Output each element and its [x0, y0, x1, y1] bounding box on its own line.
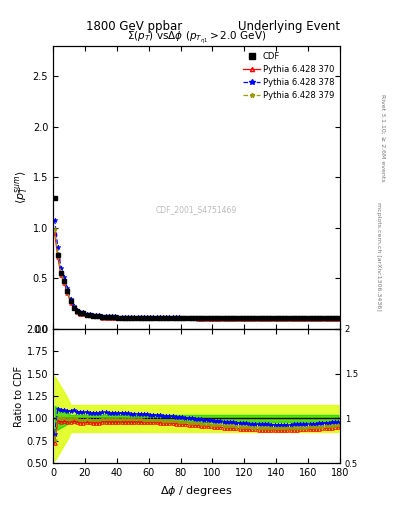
- Text: Rivet 3.1.10; ≥ 2.6M events: Rivet 3.1.10; ≥ 2.6M events: [381, 94, 386, 182]
- Legend: CDF, Pythia 6.428 370, Pythia 6.428 378, Pythia 6.428 379: CDF, Pythia 6.428 370, Pythia 6.428 378,…: [242, 50, 336, 102]
- Text: Underlying Event: Underlying Event: [238, 20, 340, 33]
- Text: 1800 GeV ppbar: 1800 GeV ppbar: [86, 20, 183, 33]
- X-axis label: $\Delta\phi$ / degrees: $\Delta\phi$ / degrees: [160, 484, 233, 498]
- Y-axis label: Ratio to CDF: Ratio to CDF: [14, 366, 24, 426]
- Y-axis label: $\langle p_T^{sum} \rangle$: $\langle p_T^{sum} \rangle$: [13, 170, 30, 204]
- Text: CDF_2001_S4751469: CDF_2001_S4751469: [156, 205, 237, 215]
- Text: mcplots.cern.ch [arXiv:1306.3436]: mcplots.cern.ch [arXiv:1306.3436]: [376, 202, 380, 310]
- Title: $\Sigma(p_T)$ vs$\Delta\phi$ $(p_{T_{\eta1}} > 2.0$ GeV$)$: $\Sigma(p_T)$ vs$\Delta\phi$ $(p_{T_{\et…: [127, 30, 266, 46]
